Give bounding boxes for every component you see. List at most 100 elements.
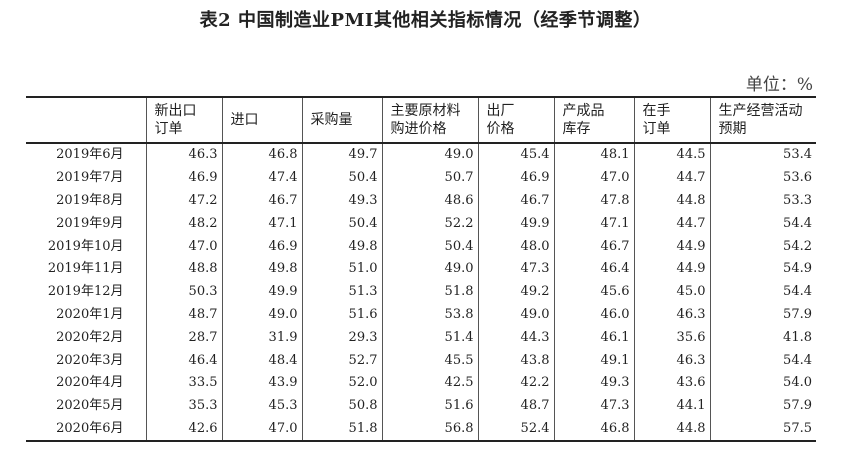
row-label-cell: 2020年5月 (56, 398, 124, 414)
value-cell: 51.6 (301, 303, 382, 327)
value-cell: 53.3 (709, 189, 816, 213)
value-cell: 35.6 (633, 326, 710, 350)
value-cell: 52.7 (301, 349, 382, 372)
row-label-cell: 2020年1月 (56, 306, 124, 322)
value-cell: 47.0 (221, 417, 302, 443)
value-cell: 44.9 (633, 235, 710, 258)
value-cell: 49.9 (477, 212, 554, 236)
column-header-line: 订单 (642, 121, 671, 137)
value-cell: 46.0 (553, 303, 634, 327)
column-header-line: 出厂 (486, 103, 515, 119)
value-cell: 44.7 (633, 166, 710, 190)
table-row: 2020年6月 42.6 47.0 51.8 56.8 52.4 46.8 44.8 57.5 (26, 417, 816, 443)
value-cell: 47.4 (221, 166, 302, 190)
column-header-line: 进口 (230, 112, 259, 128)
pmi-indicators-table: 新出口 订单 进口 采购量 主要原材料 购进价格 出厂 价格 产成品 库存 在手 订单 生产经营活动 预期… (26, 96, 816, 443)
row-label-cell: 2019年7月 (56, 170, 124, 186)
column-header: 产成品 库存 (553, 96, 634, 144)
value-cell: 51.6 (381, 394, 478, 418)
value-cell: 53.6 (709, 166, 816, 190)
value-cell: 54.2 (709, 235, 816, 258)
value-cell: 52.4 (477, 417, 554, 443)
value-cell: 48.6 (381, 189, 478, 213)
value-cell: 45.6 (553, 280, 634, 304)
value-cell: 52.2 (381, 212, 478, 236)
value-cell: 48.7 (477, 394, 554, 418)
table-body: 2019年6月 46.3 46.8 49.7 49.0 45.4 48.1 44.5 53.4 2… (26, 143, 816, 443)
value-cell: 57.5 (709, 417, 816, 443)
value-cell: 49.7 (301, 143, 382, 167)
value-cell: 31.9 (221, 326, 302, 350)
row-label-cell: 2019年12月 (47, 284, 124, 300)
table-row: 2019年9月 48.2 47.1 50.4 52.2 49.9 47.1 44.7 54.4 (26, 212, 816, 236)
value-cell: 48.1 (553, 143, 634, 167)
column-header-line: 预期 (718, 121, 747, 137)
column-header: 在手 订单 (633, 96, 710, 144)
value-cell: 47.3 (553, 394, 634, 418)
value-cell: 44.1 (633, 394, 710, 418)
value-cell: 48.8 (145, 257, 222, 281)
value-cell: 51.4 (381, 326, 478, 350)
value-cell: 51.0 (301, 257, 382, 281)
value-cell: 47.0 (145, 235, 222, 258)
value-cell: 46.9 (145, 166, 222, 190)
value-cell: 46.8 (553, 417, 634, 443)
value-cell: 49.0 (477, 303, 554, 327)
row-label-cell: 2020年2月 (56, 329, 124, 345)
column-header: 生产经营活动 预期 (709, 96, 816, 144)
value-cell: 49.0 (381, 143, 478, 167)
row-label-cell: 2019年8月 (56, 192, 124, 208)
value-cell: 46.9 (221, 235, 302, 258)
table-row: 2019年6月 46.3 46.8 49.7 49.0 45.4 48.1 44.5 53.4 (26, 143, 816, 167)
value-cell: 46.3 (633, 349, 710, 372)
column-header: 主要原材料 购进价格 (381, 96, 478, 144)
value-cell: 46.4 (553, 257, 634, 281)
value-cell: 47.1 (221, 212, 302, 236)
row-label-cell: 2019年11月 (47, 261, 124, 277)
column-header-line: 价格 (486, 121, 515, 137)
table-row: 2020年2月 28.7 31.9 29.3 51.4 44.3 46.1 35.6 41.8 (26, 326, 816, 350)
value-cell: 46.1 (553, 326, 634, 350)
row-label-cell: 2019年10月 (47, 238, 124, 254)
value-cell: 42.6 (145, 417, 222, 443)
value-cell: 46.4 (145, 349, 222, 372)
value-cell: 47.1 (553, 212, 634, 236)
value-cell: 43.6 (633, 371, 710, 395)
table-row: 2020年3月 46.4 48.4 52.7 45.5 43.8 49.1 46.3 54.4 (26, 349, 816, 372)
value-cell: 49.2 (477, 280, 554, 304)
value-cell: 42.2 (477, 371, 554, 395)
table-row: 2019年11月 48.8 49.8 51.0 49.0 47.3 46.4 44.9 54.9 (26, 257, 816, 281)
column-header-line: 采购量 (310, 112, 353, 128)
value-cell: 53.4 (709, 143, 816, 167)
value-cell: 43.9 (221, 371, 302, 395)
value-cell: 49.1 (553, 349, 634, 372)
value-cell: 50.4 (301, 212, 382, 236)
value-cell: 45.0 (633, 280, 710, 304)
value-cell: 54.4 (709, 280, 816, 304)
value-cell: 41.8 (709, 326, 816, 350)
value-cell: 45.5 (381, 349, 478, 372)
value-cell: 48.4 (221, 349, 302, 372)
value-cell: 47.3 (477, 257, 554, 281)
value-cell: 46.8 (221, 143, 302, 167)
value-cell: 50.4 (301, 166, 382, 190)
column-header-line: 库存 (562, 121, 591, 137)
value-cell: 44.3 (477, 326, 554, 350)
table-row: 2019年7月 46.9 47.4 50.4 50.7 46.9 47.0 44.7 53.6 (26, 166, 816, 190)
row-label-cell: 2019年6月 (56, 147, 124, 163)
value-cell: 57.9 (709, 303, 816, 327)
value-cell: 56.8 (381, 417, 478, 443)
value-cell: 51.8 (301, 417, 382, 443)
value-cell: 52.0 (301, 371, 382, 395)
value-cell: 46.7 (221, 189, 302, 213)
value-cell: 48.2 (145, 212, 222, 236)
column-header-line: 在手 (642, 103, 671, 119)
value-cell: 28.7 (145, 326, 222, 350)
column-header (26, 96, 146, 144)
value-cell: 49.8 (301, 235, 382, 258)
value-cell: 49.0 (381, 257, 478, 281)
value-cell: 49.0 (221, 303, 302, 327)
value-cell: 47.0 (553, 166, 634, 190)
value-cell: 46.3 (145, 143, 222, 167)
table-row: 2020年4月 33.5 43.9 52.0 42.5 42.2 49.3 43.6 54.0 (26, 371, 816, 395)
